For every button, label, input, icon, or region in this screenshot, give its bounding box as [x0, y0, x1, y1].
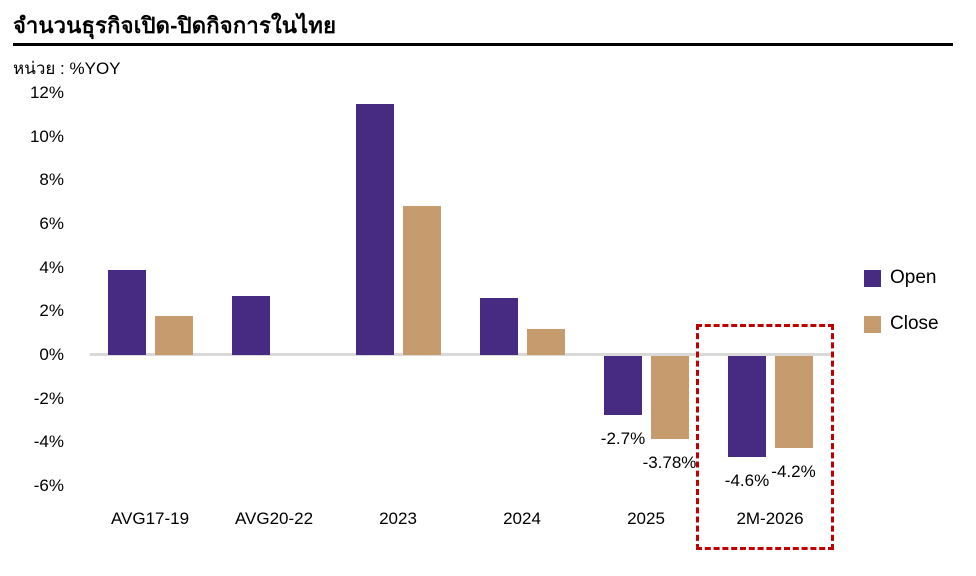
y-tick-label: -4%: [33, 432, 64, 452]
bar-open-2M-2026: [728, 356, 766, 457]
legend-swatch-close-icon: [864, 315, 881, 333]
x-axis-label-2024: 2024: [503, 509, 541, 528]
x-axis-label-2023: 2023: [379, 509, 417, 528]
bar-open-2025: [604, 356, 642, 415]
y-tick-label: 10%: [29, 126, 64, 146]
legend-item-open: Open: [864, 268, 939, 288]
bar-value-label: -3.78%: [642, 452, 697, 472]
y-tick-label: 12%: [29, 82, 64, 102]
bar-close-AVG17-19: [154, 315, 193, 355]
bar-close-2M-2026: [774, 356, 813, 448]
y-tick-label: 0%: [39, 345, 64, 364]
x-axis-label-2M-2026: 2M-2026: [736, 509, 804, 528]
y-tick-label: -6%: [33, 476, 64, 496]
legend-label: Open: [890, 267, 937, 288]
x-axis-label-AVG17-19: AVG17-19: [110, 509, 190, 528]
bar-close-2024: [526, 328, 565, 355]
highlight-box-2M-2026: [696, 324, 834, 550]
legend: Open Close: [864, 268, 939, 334]
y-tick-label: 2%: [39, 301, 64, 321]
bar-value-label: -4.2%: [771, 461, 816, 481]
bar-open-AVG17-19: [108, 269, 146, 355]
legend-label: Close: [890, 313, 939, 334]
y-tick-label: 4%: [39, 257, 64, 277]
bar-open-2023: [356, 103, 394, 355]
bar-close-2023: [402, 206, 441, 355]
bar-value-label: -2.7%: [600, 428, 646, 448]
legend-item-close: Close: [864, 314, 939, 334]
title-underline: [13, 43, 953, 46]
bar-close-2025: [650, 356, 689, 439]
y-tick-label: -2%: [33, 388, 64, 408]
chart-title: จำนวนธุรกิจเปิด-ปิดกิจการในไทย: [13, 13, 337, 38]
bar-open-AVG20-22: [232, 296, 270, 355]
x-axis-label-AVG20-22: AVG20-22: [234, 509, 314, 528]
zero-axis-line: [90, 353, 834, 356]
x-axis-label-2025: 2025: [627, 509, 665, 528]
unit-label: หน่วย : %YOY: [13, 59, 121, 78]
y-tick-label: 8%: [39, 170, 64, 190]
y-tick-label: 6%: [39, 213, 64, 233]
legend-swatch-open-icon: [864, 269, 881, 287]
bar-value-label: -4.6%: [724, 470, 770, 490]
bar-open-2024: [480, 298, 518, 355]
